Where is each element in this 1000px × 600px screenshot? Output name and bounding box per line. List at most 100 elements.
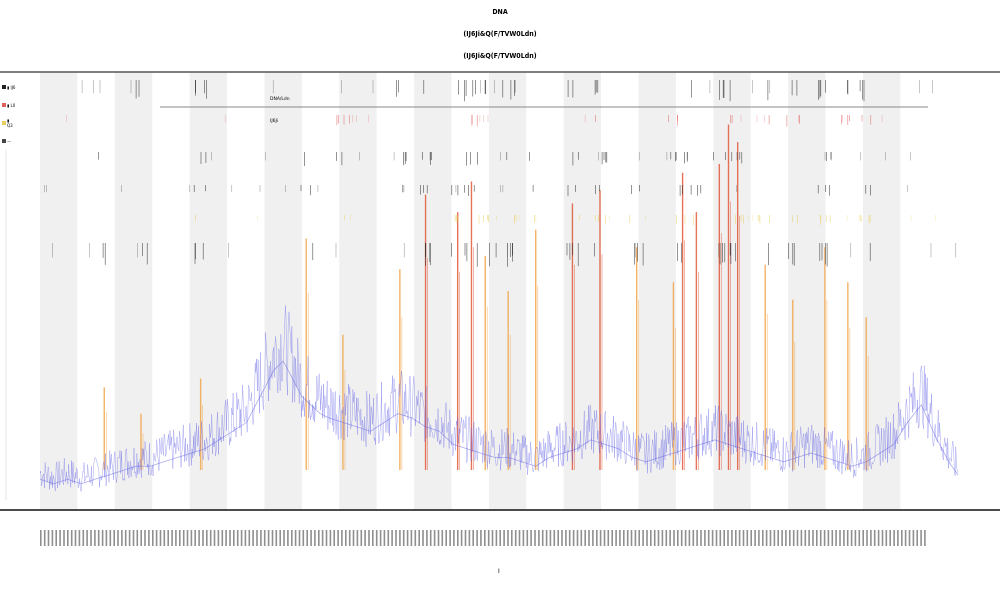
x-tick-label: [765, 530, 768, 546]
x-tick-label: [484, 530, 486, 546]
x-tick-label: [391, 530, 393, 546]
x-tick-label: [225, 530, 227, 546]
x-tick-label: [402, 530, 405, 546]
x-tick-label: [877, 530, 880, 546]
x-tick-label: [646, 530, 648, 546]
x-tick-label: [800, 530, 803, 546]
coverage-area: [39, 305, 959, 493]
x-tick-label: [329, 530, 332, 546]
x-tick-label: [615, 530, 617, 546]
x-tick-label: [298, 530, 301, 546]
x-tick-label: [422, 530, 424, 546]
chart-title: DNA: [492, 8, 508, 16]
x-tick-label: [67, 530, 69, 546]
x-tick-label: [650, 530, 652, 546]
x-tick-label: [789, 530, 791, 546]
x-tick-label: [549, 530, 552, 546]
x-tick-label: [816, 530, 818, 546]
x-tick-label: [584, 530, 586, 546]
x-tick-label: [630, 530, 633, 546]
lane-6: [52, 243, 957, 267]
x-tick-label: [356, 530, 359, 546]
x-tick-label: [325, 530, 328, 546]
x-tick-label: [379, 530, 382, 546]
x-tick-label: [318, 530, 320, 546]
x-tick-label: [823, 530, 826, 546]
x-tick-label: [97, 530, 100, 546]
band-3: [264, 72, 302, 510]
x-tick-label: [808, 530, 810, 546]
x-tick-label: [198, 530, 200, 546]
band-0: [40, 72, 78, 510]
x-tick-label: [862, 530, 864, 546]
x-tick-label: [661, 530, 664, 546]
x-tick-label: [337, 530, 339, 546]
x-tick-label: [908, 530, 911, 546]
x-tick-label: [453, 530, 455, 546]
x-tick-label: [777, 530, 779, 546]
x-tick-label: [534, 530, 536, 546]
x-tick-label: [94, 530, 96, 546]
x-tick-label: [603, 530, 606, 546]
x-tick-label: [688, 530, 691, 546]
x-tick-label: [738, 530, 741, 546]
x-tick-label: [758, 530, 760, 546]
lane-5: [195, 215, 936, 225]
x-tick-label: [236, 530, 239, 546]
x-tick-label: [576, 530, 579, 546]
x-tick-label: [252, 530, 254, 546]
x-tick-label: [839, 530, 841, 546]
x-tick-label: [719, 530, 722, 546]
x-tick-label: [82, 530, 85, 546]
x-tick-label: [696, 530, 698, 546]
legend-label: ▮ IJ6: [7, 84, 16, 90]
x-tick-label: [750, 530, 752, 546]
x-tick-label: [260, 530, 262, 546]
x-tick-label: [916, 530, 918, 546]
legend-label: ▮ L0: [7, 102, 16, 108]
x-tick-label: [333, 530, 335, 546]
x-tick-label: [306, 530, 308, 546]
x-tick-label: [897, 530, 899, 546]
legend: ▮ IJ6 ▮ L0 ▮ Q3 —: [2, 78, 16, 150]
x-tick-label: [360, 530, 363, 546]
x-tick-label: [530, 530, 532, 546]
x-tick-label: [294, 530, 297, 546]
x-tick-label: [572, 530, 575, 546]
coverage-trend: [39, 360, 959, 485]
x-tick-label: [735, 530, 737, 546]
x-tick-label: [731, 530, 733, 546]
x-tick-label: [63, 530, 65, 546]
x-tick-label: [310, 530, 312, 546]
x-tick-label: [499, 530, 501, 546]
x-tick-label: [835, 530, 837, 546]
chart-subtitle-2: (IJ6Ji&Q(F/TVW0Ldn): [463, 52, 537, 60]
x-tick-label: [217, 530, 220, 546]
x-tick-label: [51, 530, 54, 546]
lane-2: [66, 115, 883, 127]
x-tick-label: [113, 530, 115, 546]
x-tick-label: [607, 530, 610, 546]
x-tick-label: [182, 530, 185, 546]
x-tick-label: [812, 530, 814, 546]
x-tick-label: [592, 530, 594, 546]
x-tick-label: [870, 530, 872, 546]
x-tick-label: [144, 530, 146, 546]
x-tick-label: [538, 530, 540, 546]
x-tick-label: [395, 530, 397, 546]
x-tick-label: [873, 530, 876, 546]
x-tick-label: [55, 530, 57, 546]
x-tick-label: [221, 530, 224, 546]
x-tick-label: [155, 530, 158, 546]
x-tick-label: [449, 530, 451, 546]
x-tick-label: [256, 530, 258, 546]
x-tick-label: [109, 530, 112, 546]
x-tick-label: [561, 530, 563, 546]
x-tick-label: [881, 530, 884, 546]
x-tick-label: [468, 530, 471, 546]
x-tick-label: [522, 530, 525, 546]
x-tick-label: [283, 530, 285, 546]
x-tick-label: [194, 530, 196, 546]
x-tick-label: [248, 530, 251, 546]
